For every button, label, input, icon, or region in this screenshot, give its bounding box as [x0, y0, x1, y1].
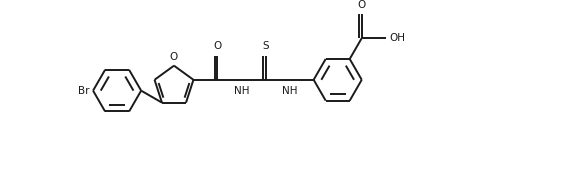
Text: NH: NH [282, 86, 297, 96]
Text: Br: Br [78, 86, 89, 96]
Text: O: O [213, 41, 222, 51]
Text: NH: NH [234, 86, 249, 96]
Text: O: O [170, 52, 178, 62]
Text: OH: OH [389, 33, 406, 43]
Text: O: O [358, 0, 366, 10]
Text: S: S [262, 41, 269, 51]
